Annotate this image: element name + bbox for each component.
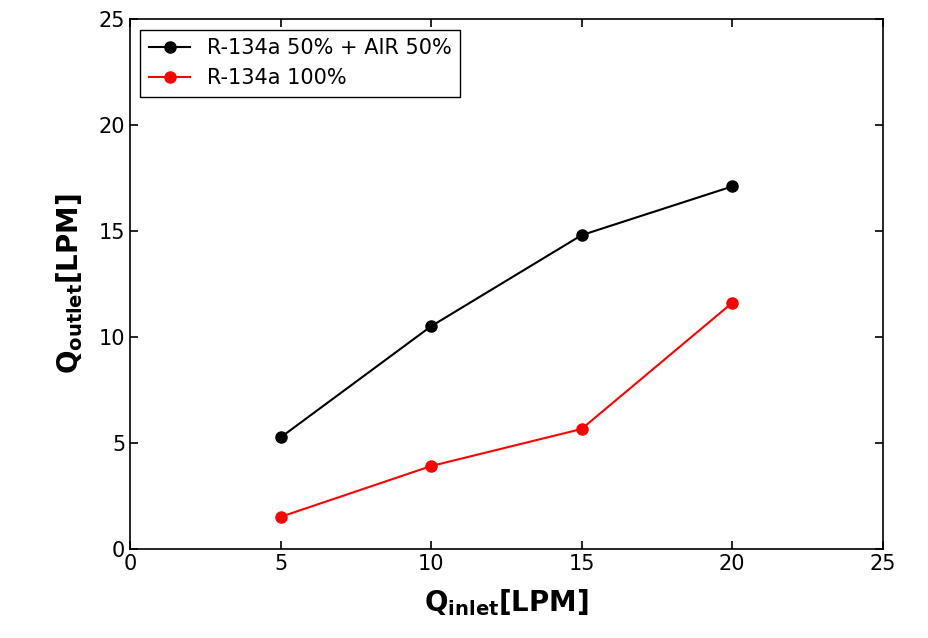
Line: R-134a 50% + AIR 50%: R-134a 50% + AIR 50% (275, 181, 737, 443)
Legend: R-134a 50% + AIR 50%, R-134a 100%: R-134a 50% + AIR 50%, R-134a 100% (140, 29, 459, 96)
R-134a 50% + AIR 50% (425, 322, 436, 330)
R-134a 100% (726, 299, 737, 307)
X-axis label: $\mathbf{Q_{inlet}}$[LPM]: $\mathbf{Q_{inlet}}$[LPM] (423, 588, 588, 618)
Line: R-134a 100%: R-134a 100% (275, 297, 737, 523)
R-134a 50% + AIR 50% (726, 182, 737, 190)
R-134a 100% (275, 513, 286, 521)
R-134a 100% (425, 463, 436, 470)
R-134a 100% (575, 425, 586, 433)
R-134a 50% + AIR 50% (275, 434, 286, 441)
Y-axis label: $\mathbf{Q_{outlet}}$[LPM]: $\mathbf{Q_{outlet}}$[LPM] (54, 193, 84, 375)
R-134a 50% + AIR 50% (575, 232, 586, 239)
